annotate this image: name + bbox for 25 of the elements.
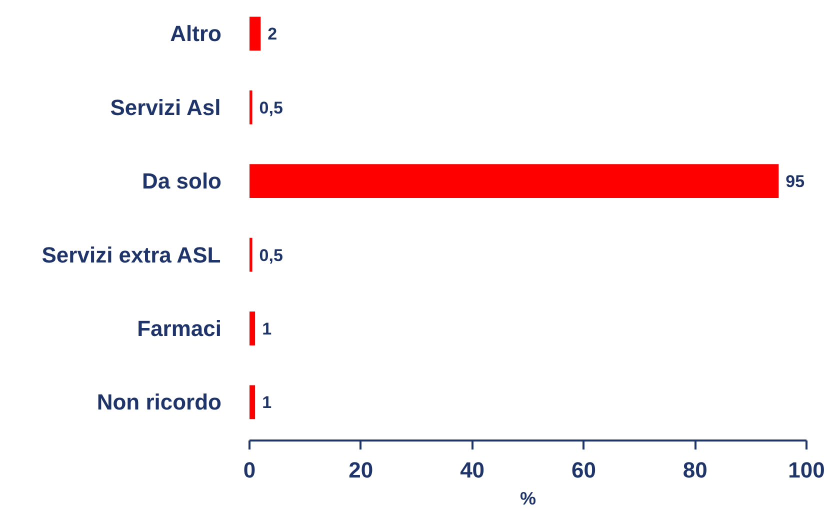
bar (250, 16, 261, 51)
data-label: 2 (268, 24, 278, 44)
x-tick-label: 80 (682, 458, 708, 482)
x-tick-label: 100 (788, 458, 825, 482)
bar (250, 385, 256, 420)
x-tick-label: 60 (571, 458, 596, 482)
bar (250, 238, 252, 272)
y-tick-label: Altro (170, 21, 222, 46)
x-axis-title: % (520, 488, 536, 508)
y-tick-label: Da solo (142, 168, 222, 194)
y-tick-label: Non ricordo (96, 390, 222, 415)
data-label: 0,5 (259, 98, 283, 118)
data-label: 1 (262, 393, 272, 412)
x-tick-label: 40 (460, 458, 485, 482)
y-tick-label: Servizi extra ASL (42, 242, 221, 268)
bar (250, 90, 252, 124)
y-tick-label: Servizi Asl (110, 94, 221, 120)
x-tick-label: 20 (348, 458, 374, 482)
data-label: 95 (786, 172, 805, 192)
bar (250, 312, 256, 346)
data-label: 0,5 (259, 246, 283, 265)
data-label: 1 (262, 319, 272, 338)
x-tick-label: 0 (243, 458, 256, 482)
bar (250, 164, 779, 198)
y-tick-label: Farmaci (137, 316, 222, 341)
